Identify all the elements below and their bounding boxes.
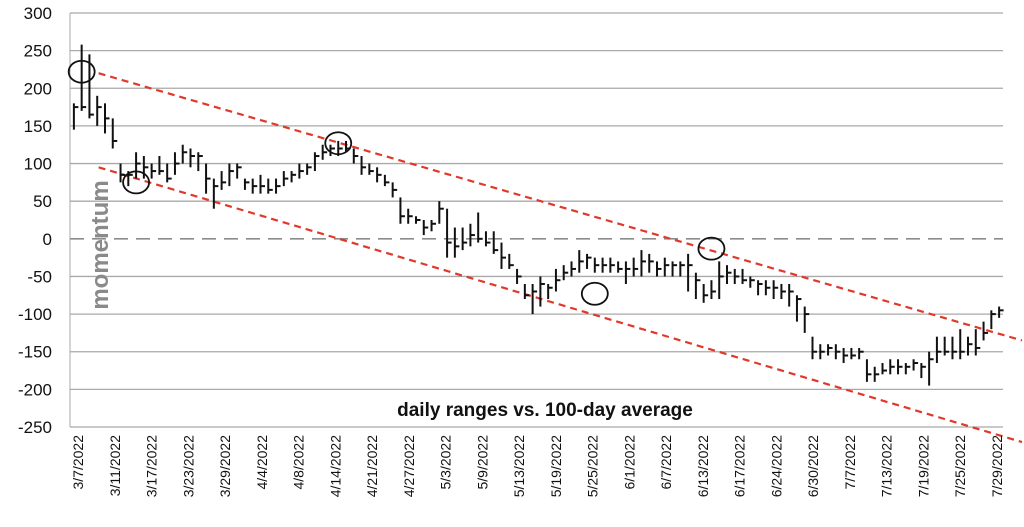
y-tick-label: -100 xyxy=(18,305,52,324)
x-tick-label: 3/29/2022 xyxy=(217,435,233,497)
y-tick-label: 250 xyxy=(24,42,52,61)
x-tick-label: 5/3/2022 xyxy=(438,435,454,490)
y-tick-label: 150 xyxy=(24,117,52,136)
x-tick-label: 6/24/2022 xyxy=(768,435,784,497)
y-tick-label: 300 xyxy=(24,4,52,23)
annotation-circle xyxy=(67,59,96,84)
x-tick-label: 6/7/2022 xyxy=(658,435,674,490)
x-tick-label: 4/4/2022 xyxy=(254,435,270,490)
x-tick-label: 7/7/2022 xyxy=(842,435,858,490)
y-tick-label: -150 xyxy=(18,343,52,362)
x-tick-label: 3/17/2022 xyxy=(144,435,160,497)
annotation-circle xyxy=(697,236,726,261)
y-tick-label: 100 xyxy=(24,155,52,174)
x-tick-label: 6/30/2022 xyxy=(805,435,821,497)
annotation-circles xyxy=(67,59,726,306)
y-tick-label: 200 xyxy=(24,79,52,98)
x-tick-label: 3/11/2022 xyxy=(107,435,123,496)
x-axis-ticks: 3/7/2022 3/11/2022 3/17/2022 3/23/2022 3/29/… xyxy=(70,435,1005,498)
y-tick-label: 0 xyxy=(43,230,52,249)
grid xyxy=(69,12,1003,428)
x-tick-label: 7/29/2022 xyxy=(989,435,1005,497)
x-tick-label: 6/1/2022 xyxy=(621,435,637,490)
x-tick-label: 4/14/2022 xyxy=(327,435,343,497)
annotation-circle xyxy=(580,281,609,306)
y-tick-label: 50 xyxy=(33,192,52,211)
annotation-circle xyxy=(122,170,150,195)
x-tick-label: 4/27/2022 xyxy=(401,435,417,497)
trend-line xyxy=(98,166,1023,444)
x-tick-label: 3/23/2022 xyxy=(180,435,196,497)
trend-line xyxy=(98,72,1023,342)
x-tick-label: 5/13/2022 xyxy=(511,435,527,497)
x-tick-label: 5/9/2022 xyxy=(474,435,490,490)
x-tick-label: 7/25/2022 xyxy=(952,435,968,497)
x-tick-label: 6/17/2022 xyxy=(732,435,748,497)
x-tick-label: 4/21/2022 xyxy=(364,435,380,497)
x-axis-label: daily ranges vs. 100-day average xyxy=(397,400,693,421)
x-tick-label: 4/8/2022 xyxy=(291,435,307,490)
x-tick-label: 5/19/2022 xyxy=(548,435,564,497)
y-axis-ticks: 300 250 200 150 100 50 0 -50 -100 -150 -200 -250 xyxy=(18,4,52,437)
trend-lines xyxy=(98,72,1023,444)
price-bars xyxy=(72,44,1004,386)
x-tick-label: 7/13/2022 xyxy=(879,435,895,497)
x-tick-label: 6/13/2022 xyxy=(695,435,711,497)
x-tick-label: 7/19/2022 xyxy=(915,435,931,497)
x-tick-label: 3/7/2022 xyxy=(70,435,86,490)
annotation-circle xyxy=(324,131,353,156)
y-axis-label: momentum xyxy=(87,180,114,309)
y-tick-label: -200 xyxy=(18,380,52,399)
x-tick-label: 5/25/2022 xyxy=(585,435,601,497)
y-tick-label: -250 xyxy=(18,418,52,437)
y-tick-label: -50 xyxy=(27,267,52,286)
